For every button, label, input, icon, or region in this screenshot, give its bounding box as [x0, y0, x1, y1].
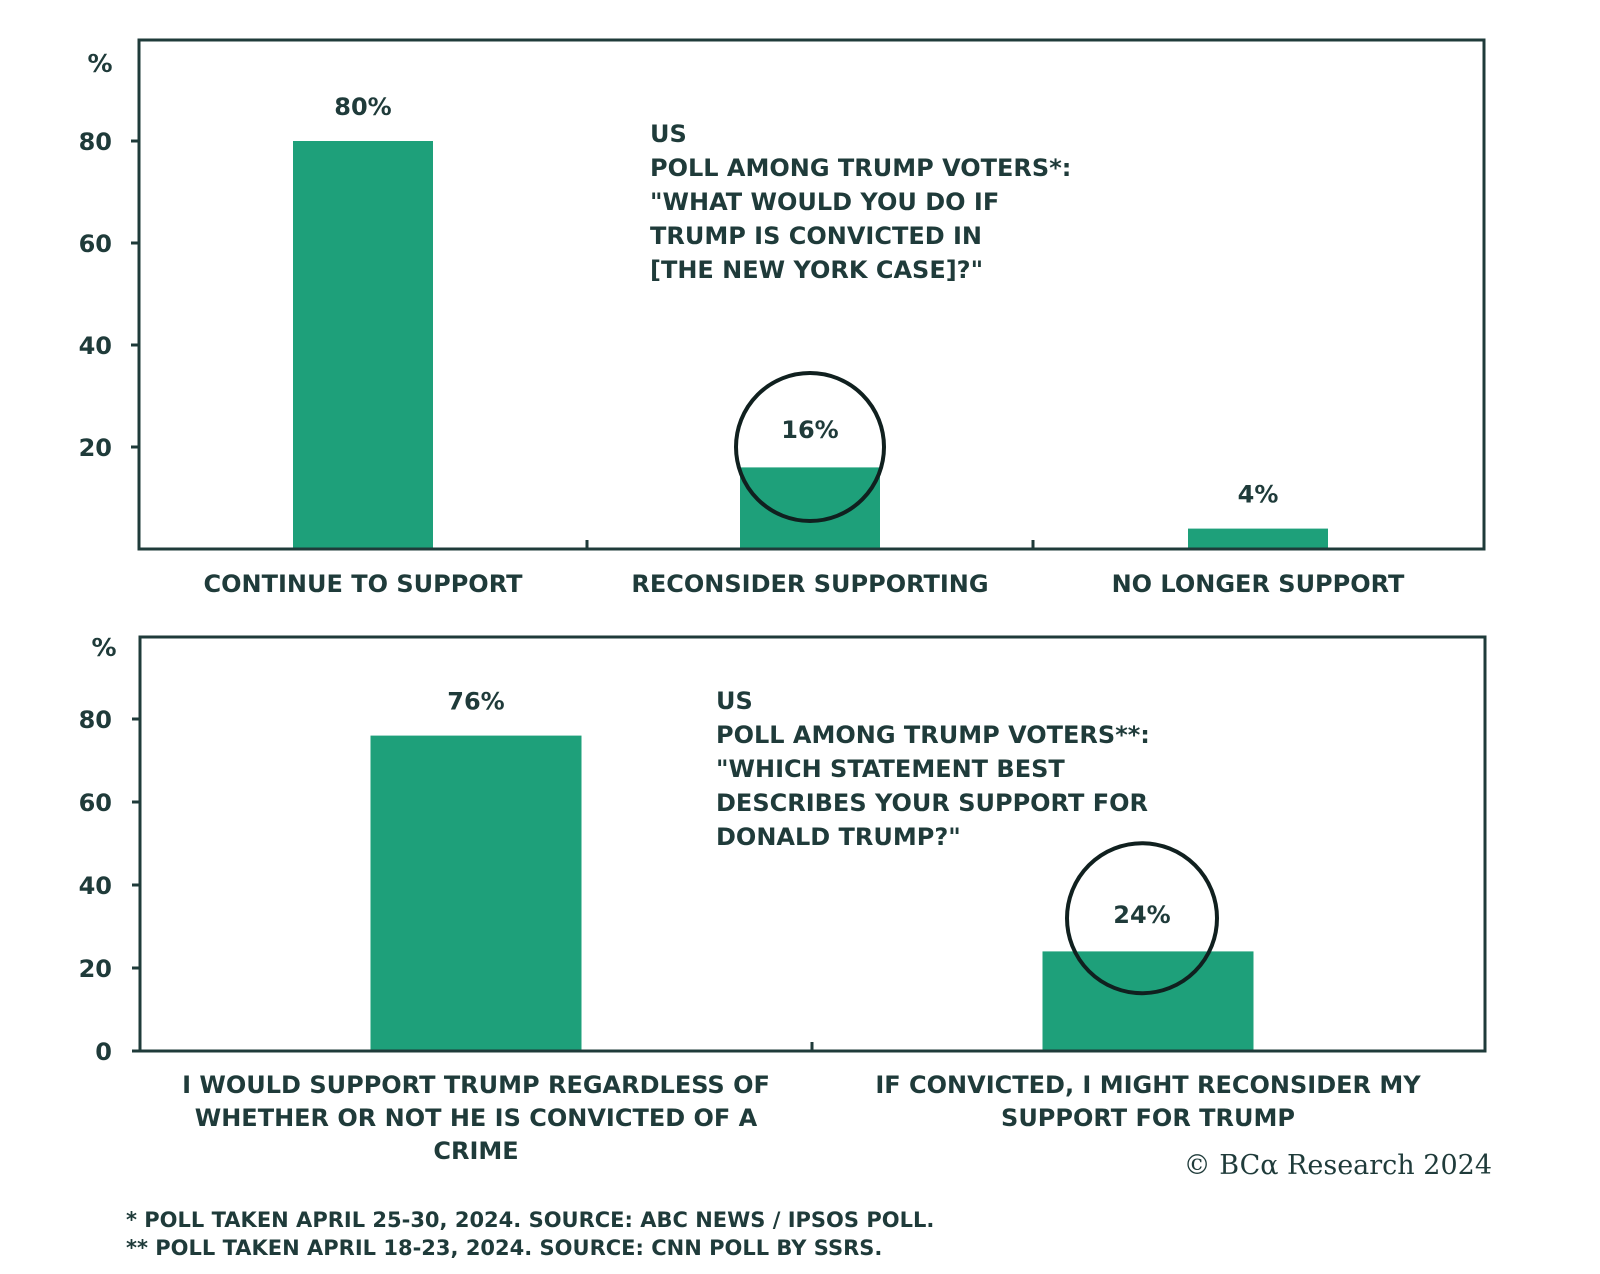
plot-frame: [137, 38, 1486, 551]
data-label: 80%: [334, 93, 391, 121]
data-label: 4%: [1238, 481, 1279, 509]
annotation-line: [THE NEW YORK CASE]?": [650, 256, 983, 284]
panel-top: % 20 40 60 80 80% 16% 4% CONTINUE TO SUPPORT RECO…: [79, 38, 1486, 598]
y-tick-label: 60: [79, 230, 112, 258]
footnote-2: ** POLL TAKEN APRIL 18-23, 2024. SOURCE:…: [126, 1236, 882, 1260]
data-label: 24%: [1113, 901, 1170, 929]
annotation-line: TRUMP IS CONVICTED IN: [650, 222, 982, 250]
x-category-label: NO LONGER SUPPORT: [1112, 570, 1405, 598]
data-label: 16%: [781, 416, 838, 444]
annotation-line: US: [650, 120, 687, 148]
bar: [370, 735, 582, 1050]
footnote-1: * POLL TAKEN APRIL 25-30, 2024. SOURCE: …: [126, 1208, 934, 1232]
y-axis-unit-label: %: [87, 49, 112, 78]
annotation-line: DONALD TRUMP?": [716, 823, 961, 851]
x-category-label: CRIME: [433, 1137, 518, 1165]
annotation-line: "WHICH STATEMENT BEST: [716, 755, 1065, 783]
copyright-text: © BCα Research 2024: [1184, 1150, 1492, 1181]
y-tick-label: 40: [79, 872, 112, 900]
y-tick-label: 80: [79, 706, 112, 734]
data-label: 76%: [447, 688, 504, 716]
x-category-label: WHETHER OR NOT HE IS CONVICTED OF A: [195, 1104, 758, 1132]
y-tick-label: 0: [95, 1038, 112, 1066]
bar: [1042, 951, 1254, 1050]
y-tick-label: 20: [79, 955, 112, 983]
highlight-circle: [1065, 841, 1219, 996]
x-category-label: CONTINUE TO SUPPORT: [204, 570, 524, 598]
annotation-line: DESCRIBES YOUR SUPPORT FOR: [716, 789, 1148, 817]
y-tick-label: 20: [79, 434, 112, 462]
bar: [1188, 528, 1328, 548]
y-tick-label: 40: [79, 332, 112, 360]
annotation-line: US: [716, 687, 753, 715]
bar: [293, 141, 433, 548]
y-axis-unit-label: %: [91, 633, 116, 662]
annotation-line: "WHAT WOULD YOU DO IF: [650, 188, 999, 216]
x-category-label: RECONSIDER SUPPORTING: [631, 570, 988, 598]
x-category-label: IF CONVICTED, I MIGHT RECONSIDER MY: [875, 1071, 1421, 1099]
highlight-circle: [734, 371, 886, 523]
y-tick-label: 80: [79, 128, 112, 156]
annotation-line: POLL AMONG TRUMP VOTERS**:: [716, 721, 1150, 749]
bar: [740, 467, 880, 548]
panel-bottom: % 0 20 40 60 80 76% 24% I WOULD SUPPORT TRUMP RE…: [79, 633, 1487, 1165]
x-category-label: I WOULD SUPPORT TRUMP REGARDLESS OF: [182, 1071, 770, 1099]
y-tick-label: 60: [79, 789, 112, 817]
annotation-line: POLL AMONG TRUMP VOTERS*:: [650, 154, 1071, 182]
x-category-label: SUPPORT FOR TRUMP: [1001, 1104, 1295, 1132]
